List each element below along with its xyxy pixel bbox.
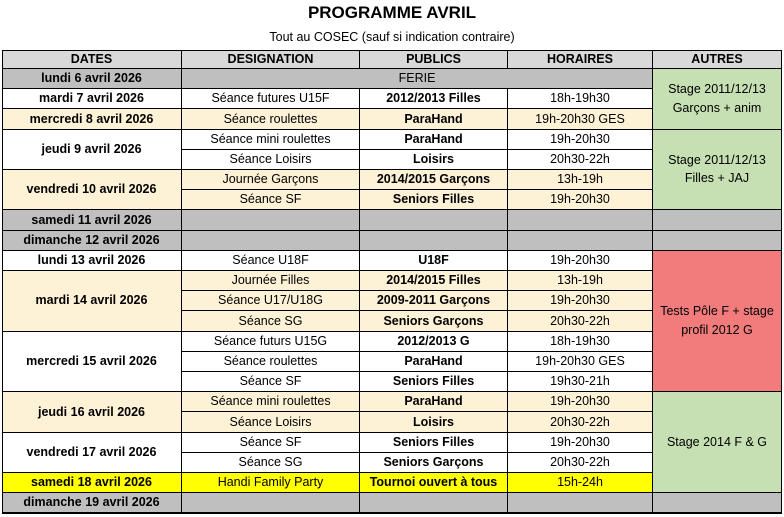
public-cell: Loisirs bbox=[360, 412, 508, 433]
horaires-cell: 20h30-22h bbox=[508, 311, 653, 332]
autres-cell bbox=[653, 230, 782, 251]
header-designation: DESIGNATION bbox=[182, 50, 360, 69]
page-subtitle: Tout au COSEC (sauf si indication contra… bbox=[269, 30, 515, 44]
designation-cell: Séance mini roulettes bbox=[182, 392, 360, 413]
designation-cell: Séance roulettes bbox=[182, 109, 360, 130]
horaires-cell: 18h-19h30 bbox=[508, 331, 653, 352]
designation-cell: Séance SF bbox=[182, 432, 360, 453]
autres-cell: Tests Pôle F + stage profil 2012 G bbox=[653, 250, 782, 393]
page-title: PROGRAMME AVRIL bbox=[307, 3, 477, 22]
date-cell: vendredi 17 avril 2026 bbox=[2, 432, 182, 473]
horaires-cell: 19h30-21h bbox=[508, 372, 653, 393]
public-cell: Tournoi ouvert à tous bbox=[360, 473, 508, 494]
designation-cell: Journée Filles bbox=[182, 271, 360, 292]
public-cell: 2014/2015 Garçons bbox=[360, 170, 508, 191]
public-cell: ParaHand bbox=[360, 351, 508, 372]
autres-cell: Stage 2014 F & G bbox=[653, 392, 782, 494]
public-cell bbox=[360, 493, 508, 514]
public-cell: Seniors Filles bbox=[360, 432, 508, 453]
designation-cell: Séance U17/U18G bbox=[182, 291, 360, 312]
date-cell: jeudi 9 avril 2026 bbox=[2, 129, 182, 170]
public-cell: 2014/2015 Filles bbox=[360, 271, 508, 292]
header-autres: AUTRES bbox=[653, 50, 782, 69]
public-cell: 2012/2013 Filles bbox=[360, 89, 508, 110]
date-cell: dimanche 12 avril 2026 bbox=[2, 230, 182, 251]
designation-cell: Séance SG bbox=[182, 311, 360, 332]
public-cell: 2009-2011 Garçons bbox=[360, 291, 508, 312]
horaires-cell: 20h30-22h bbox=[508, 412, 653, 433]
designation-cell: Séance mini roulettes bbox=[182, 129, 360, 150]
public-cell: ParaHand bbox=[360, 392, 508, 413]
date-cell: mercredi 8 avril 2026 bbox=[2, 109, 182, 130]
designation-cell bbox=[182, 230, 360, 251]
date-cell: lundi 13 avril 2026 bbox=[2, 250, 182, 271]
header-publics: PUBLICS bbox=[360, 50, 508, 69]
horaires-cell: 19h-20h30 bbox=[508, 250, 653, 271]
horaires-cell: 20h30-22h bbox=[508, 452, 653, 473]
designation-cell: Séance SF bbox=[182, 372, 360, 393]
horaires-cell: 19h-20h30 bbox=[508, 190, 653, 211]
designation-cell: Séance roulettes bbox=[182, 351, 360, 372]
designation-cell: Handi Family Party bbox=[182, 473, 360, 494]
date-cell: mardi 7 avril 2026 bbox=[2, 89, 182, 110]
public-cell: ParaHand bbox=[360, 129, 508, 150]
autres-cell: Stage 2011/12/13 Filles + JAJ bbox=[653, 129, 782, 211]
date-cell: samedi 18 avril 2026 bbox=[2, 473, 182, 494]
horaires-cell: 13h-19h bbox=[508, 271, 653, 292]
horaires-cell: 19h-20h30 bbox=[508, 392, 653, 413]
public-cell: ParaHand bbox=[360, 109, 508, 130]
horaires-cell: 15h-24h bbox=[508, 473, 653, 494]
public-cell: 2012/2013 G bbox=[360, 331, 508, 352]
public-cell: U18F bbox=[360, 250, 508, 271]
horaires-cell bbox=[508, 493, 653, 514]
schedule-table: DATES DESIGNATION PUBLICS HORAIRES AUTRE… bbox=[2, 50, 782, 514]
designation-cell bbox=[182, 493, 360, 514]
horaires-cell: 19h-20h30 bbox=[508, 129, 653, 150]
horaires-cell: 13h-19h bbox=[508, 170, 653, 191]
designation-cell: Séance Loisirs bbox=[182, 149, 360, 170]
horaires-cell: 19h-20h30 bbox=[508, 291, 653, 312]
header-dates: DATES bbox=[2, 50, 182, 69]
date-cell: lundi 6 avril 2026 bbox=[2, 69, 182, 90]
autres-cell: Stage 2011/12/13 Garçons + anim bbox=[653, 69, 782, 130]
designation-cell: Séance SG bbox=[182, 452, 360, 473]
horaires-cell: 19h-20h30 GES bbox=[508, 351, 653, 372]
designation-cell bbox=[182, 210, 360, 231]
horaires-cell: 18h-19h30 bbox=[508, 89, 653, 110]
date-cell: samedi 11 avril 2026 bbox=[2, 210, 182, 231]
horaires-cell: 20h30-22h bbox=[508, 149, 653, 170]
designation-cell: Séance Loisirs bbox=[182, 412, 360, 433]
designation-cell: Séance SF bbox=[182, 190, 360, 211]
public-cell: Seniors Garçons bbox=[360, 311, 508, 332]
autres-cell bbox=[653, 493, 782, 514]
horaires-cell bbox=[508, 230, 653, 251]
date-cell: jeudi 16 avril 2026 bbox=[2, 392, 182, 433]
public-cell: Loisirs bbox=[360, 149, 508, 170]
designation-cell: Journée Garçons bbox=[182, 170, 360, 191]
date-cell: mercredi 15 avril 2026 bbox=[2, 331, 182, 393]
public-cell bbox=[360, 230, 508, 251]
horaires-cell: 19h-20h30 GES bbox=[508, 109, 653, 130]
date-cell: vendredi 10 avril 2026 bbox=[2, 170, 182, 211]
public-cell: Seniors Filles bbox=[360, 190, 508, 211]
public-cell bbox=[360, 210, 508, 231]
date-cell: dimanche 19 avril 2026 bbox=[2, 493, 182, 514]
designation-cell: Séance futurs U15G bbox=[182, 331, 360, 352]
autres-cell bbox=[653, 210, 782, 231]
designation-cell: Séance futures U15F bbox=[182, 89, 360, 110]
ferie-cell: FERIE bbox=[182, 69, 653, 90]
date-cell: mardi 14 avril 2026 bbox=[2, 271, 182, 332]
designation-cell: Séance U18F bbox=[182, 250, 360, 271]
horaires-cell bbox=[508, 210, 653, 231]
public-cell: Seniors Garçons bbox=[360, 452, 508, 473]
header-horaires: HORAIRES bbox=[508, 50, 653, 69]
horaires-cell: 19h-20h30 bbox=[508, 432, 653, 453]
public-cell: Seniors Filles bbox=[360, 372, 508, 393]
